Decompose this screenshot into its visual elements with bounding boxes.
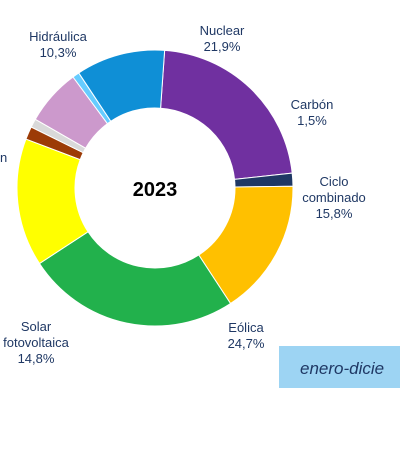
- label-solar-pct: 14,8%: [18, 351, 55, 366]
- label-eolica-name: Eólica: [228, 320, 264, 335]
- center-year-label: 2023: [133, 179, 178, 201]
- label-eolica-pct: 24,7%: [228, 336, 265, 351]
- date-banner-text: enero-dicie: [300, 359, 384, 378]
- label-ciclo-name-1: Ciclo: [320, 174, 349, 189]
- label-solar-name-1: Solar: [21, 319, 52, 334]
- label-hidraulica-name: Hidráulica: [29, 29, 88, 44]
- donut-slice-nuclear: [160, 49, 293, 180]
- label-ciclo-pct: 15,8%: [316, 206, 353, 221]
- label-carbon-pct: 1,5%: [297, 113, 327, 128]
- label-nuclear-pct: 21,9%: [204, 39, 241, 54]
- label-ciclo-name-2: combinado: [302, 190, 366, 205]
- donut-slice-eolica: [38, 231, 232, 327]
- label-carbon-name: Carbón: [291, 97, 334, 112]
- label-hidraulica-pct: 10,3%: [40, 45, 77, 60]
- donut-slice-hidraulica: [78, 49, 166, 123]
- date-banner: [279, 346, 400, 388]
- donut-slices: [16, 49, 294, 327]
- label-cut-left: n: [0, 150, 7, 165]
- label-solar-name-2: fotovoltaica: [3, 335, 70, 350]
- label-nuclear-name: Nuclear: [200, 23, 245, 38]
